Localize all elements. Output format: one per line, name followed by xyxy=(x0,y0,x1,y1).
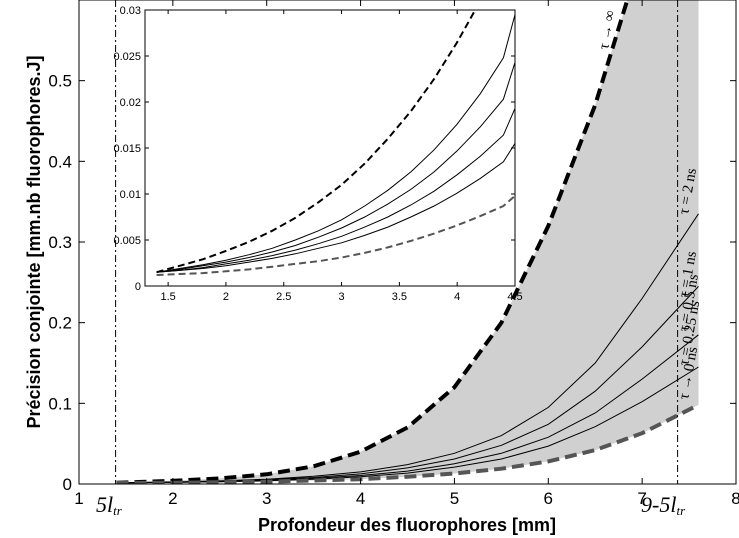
inset-y-tick-label: 0.025 xyxy=(113,51,141,63)
inset-axis-ticks: 1.5 2 2.5 3 3.5 4 4.5 0 0.005 0.01 0.015 0.02 0.025 0… xyxy=(113,5,522,303)
inset-series-1-ns xyxy=(156,62,515,273)
inset-plot: 1.5 2 2.5 3 3.5 4 4.5 0 0.005 0.01 0.015 0.02 0.025 0… xyxy=(113,5,522,303)
inset-x-tick-label: 3.5 xyxy=(392,291,407,303)
main-y-tick-label: 0.5 xyxy=(48,72,72,91)
main-x-tick-label: 2 xyxy=(168,489,177,508)
inset-series-group xyxy=(156,10,515,276)
series-label-tau-1ns: τ = 1 ns xyxy=(676,250,700,299)
inset-series-0-5-ns xyxy=(156,108,515,273)
main-x-tick-label: 8 xyxy=(731,489,739,508)
main-x-tick-label: 4 xyxy=(356,489,365,508)
y-axis-title: Précision conjointe [mm.nb fluorophores.… xyxy=(24,55,44,428)
inset-series-2-ns xyxy=(156,14,515,273)
main-y-tick-label: 0 xyxy=(63,475,72,494)
inset-y-tick-label: 0 xyxy=(135,281,141,293)
inset-x-tick-label: 4.5 xyxy=(507,291,522,303)
inset-series-0-25-ns xyxy=(156,143,515,273)
inset-y-tick-label: 0.03 xyxy=(120,5,141,17)
main-x-tick-label: 7 xyxy=(637,489,646,508)
inset-x-tick-label: 3 xyxy=(339,291,345,303)
main-y-tick-label: 0.3 xyxy=(48,233,72,252)
inset-y-tick-label: 0.005 xyxy=(113,235,141,247)
inset-x-tick-label: 1.5 xyxy=(160,291,175,303)
series-label-tau-inf: τ → ∞ xyxy=(596,9,619,50)
vline-9-5ltr-label: 9-5ltr xyxy=(641,492,686,518)
main-plot: 1 2 3 4 5 6 7 8 0 0.1 0.2 0.3 0.4 0.5 xyxy=(48,0,739,508)
inset-x-tick-label: 2 xyxy=(223,291,229,303)
inset-series-0-ns xyxy=(156,195,515,276)
main-x-tick-label: 1 xyxy=(74,489,83,508)
inset-x-tick-label: 2.5 xyxy=(276,291,291,303)
inset-x-tick-label: 4 xyxy=(454,291,460,303)
series-label-tau-2ns: τ = 2 ns xyxy=(676,167,700,216)
shaded-region xyxy=(116,0,699,483)
inset-y-tick-label: 0.015 xyxy=(113,143,141,155)
main-x-tick-label: 6 xyxy=(544,489,553,508)
vline-5ltr-label: 5ltr xyxy=(96,492,123,518)
main-series-group xyxy=(116,0,700,484)
main-series-0-ns xyxy=(116,403,700,484)
main-x-tick-label: 3 xyxy=(262,489,271,508)
main-y-tick-label: 0.1 xyxy=(48,394,72,413)
main-y-tick-label: 0.2 xyxy=(48,314,72,333)
inset-y-tick-label: 0.01 xyxy=(120,189,141,201)
main-axis-ticks: 1 2 3 4 5 6 7 8 0 0.1 0.2 0.3 0.4 0.5 xyxy=(48,0,739,508)
main-series-0-25-ns xyxy=(116,366,699,484)
main-y-tick-label: 0.4 xyxy=(48,152,72,171)
inset-y-tick-label: 0.02 xyxy=(120,97,141,109)
main-x-tick-label: 5 xyxy=(450,489,459,508)
x-axis-title: Profondeur des fluorophores [mm] xyxy=(258,515,556,535)
